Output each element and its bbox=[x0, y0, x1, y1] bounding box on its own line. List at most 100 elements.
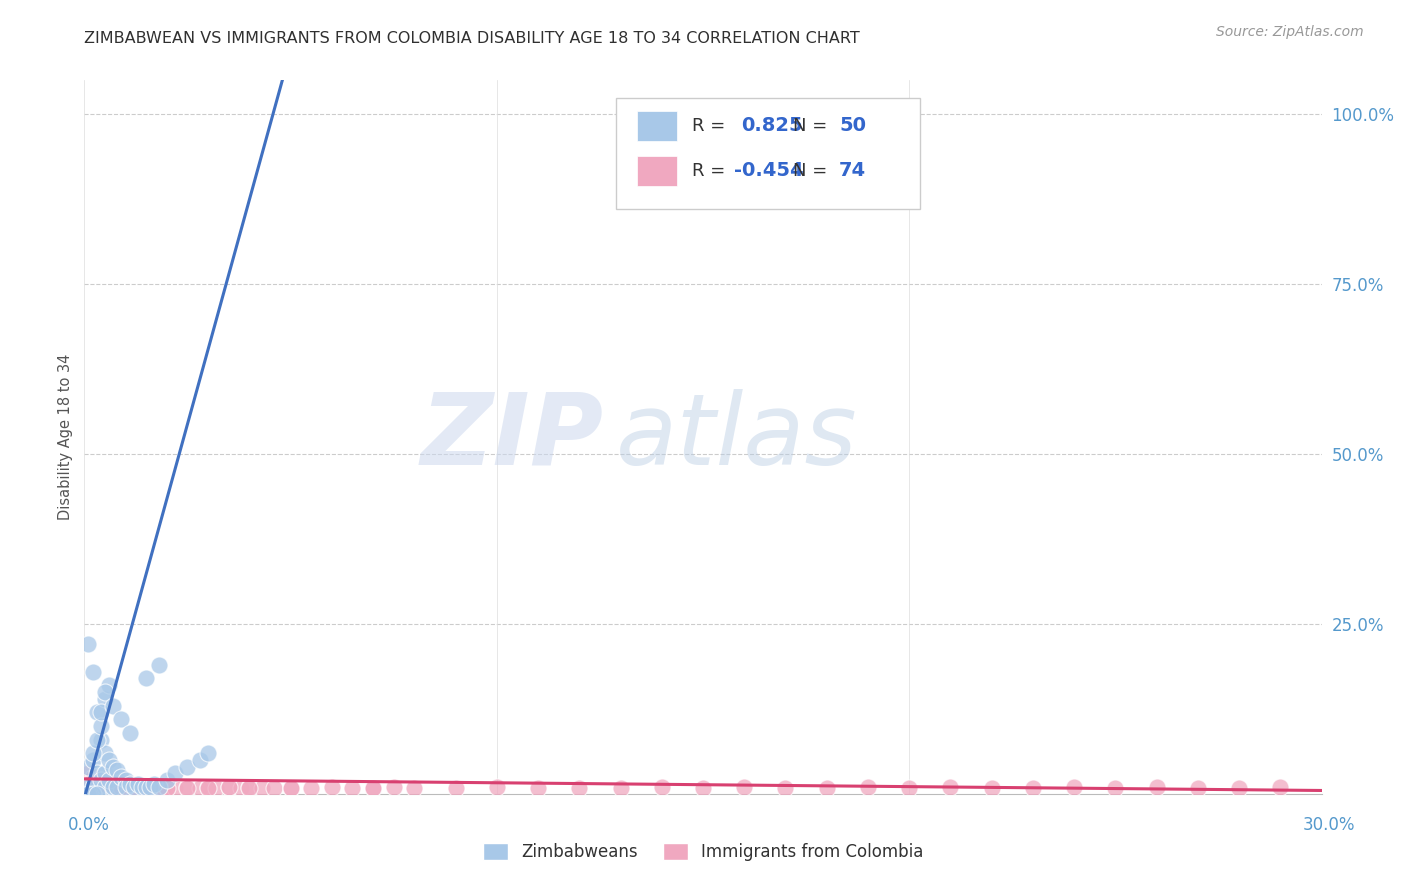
Point bbox=[1270, 780, 1292, 794]
Point bbox=[86, 773, 108, 788]
Point bbox=[114, 780, 136, 794]
Point bbox=[176, 760, 198, 774]
Point bbox=[733, 780, 755, 794]
Point bbox=[77, 760, 100, 774]
Point bbox=[94, 780, 117, 794]
Point bbox=[110, 712, 132, 726]
Point bbox=[82, 780, 104, 794]
Point bbox=[980, 781, 1002, 796]
Point bbox=[143, 780, 166, 794]
Point bbox=[342, 781, 364, 796]
Point bbox=[218, 780, 240, 794]
Point bbox=[1104, 781, 1126, 796]
Point bbox=[114, 781, 136, 796]
Point bbox=[135, 780, 157, 794]
Point bbox=[103, 760, 125, 774]
Point bbox=[165, 766, 187, 780]
Point bbox=[197, 780, 219, 794]
Point bbox=[188, 753, 211, 767]
Point bbox=[114, 773, 136, 788]
Point bbox=[90, 773, 112, 788]
Point bbox=[122, 780, 145, 794]
Point bbox=[527, 781, 550, 796]
Point bbox=[205, 781, 228, 796]
FancyBboxPatch shape bbox=[637, 111, 678, 141]
Point bbox=[651, 780, 673, 794]
Point bbox=[382, 780, 405, 794]
Point bbox=[197, 781, 219, 796]
Point bbox=[815, 781, 838, 796]
Text: 0.0%: 0.0% bbox=[67, 816, 110, 834]
Point bbox=[404, 781, 426, 796]
Point bbox=[152, 781, 174, 796]
Point bbox=[609, 781, 631, 796]
Point bbox=[86, 706, 108, 720]
Point bbox=[77, 766, 100, 780]
Text: ZIP: ZIP bbox=[420, 389, 605, 485]
Legend: Zimbabweans, Immigrants from Colombia: Zimbabweans, Immigrants from Colombia bbox=[477, 836, 929, 868]
Point bbox=[898, 781, 921, 796]
Point bbox=[321, 780, 343, 794]
Point bbox=[82, 770, 104, 784]
Point bbox=[263, 781, 285, 796]
Point bbox=[148, 657, 170, 672]
Point bbox=[165, 781, 187, 796]
Point bbox=[1063, 780, 1085, 794]
Text: 74: 74 bbox=[839, 161, 866, 180]
Point bbox=[110, 770, 132, 784]
Point bbox=[218, 780, 240, 794]
Point bbox=[280, 781, 302, 796]
Point bbox=[77, 787, 100, 801]
Point bbox=[77, 777, 100, 791]
Text: -0.454: -0.454 bbox=[734, 161, 804, 180]
Point bbox=[94, 746, 117, 760]
Point bbox=[139, 780, 162, 794]
Point bbox=[110, 780, 132, 794]
Point bbox=[98, 773, 121, 788]
Point bbox=[82, 753, 104, 767]
Point bbox=[127, 781, 149, 796]
Point bbox=[90, 777, 112, 791]
Text: 0.825: 0.825 bbox=[741, 117, 803, 136]
Point bbox=[299, 781, 322, 796]
Point bbox=[148, 781, 170, 796]
Point bbox=[444, 781, 467, 796]
Text: ZIMBABWEAN VS IMMIGRANTS FROM COLOMBIA DISABILITY AGE 18 TO 34 CORRELATION CHART: ZIMBABWEAN VS IMMIGRANTS FROM COLOMBIA D… bbox=[84, 31, 860, 46]
Point bbox=[118, 777, 141, 791]
Point bbox=[135, 780, 157, 794]
Point bbox=[229, 781, 252, 796]
Point bbox=[105, 763, 128, 777]
Point bbox=[103, 780, 125, 794]
Point bbox=[856, 780, 879, 794]
Point bbox=[94, 685, 117, 699]
Point bbox=[103, 779, 125, 793]
Point bbox=[1187, 781, 1209, 796]
Point bbox=[131, 781, 153, 796]
Point bbox=[692, 781, 714, 796]
Point bbox=[103, 698, 125, 713]
Point bbox=[98, 753, 121, 767]
Point bbox=[82, 787, 104, 801]
Text: atlas: atlas bbox=[616, 389, 858, 485]
Point bbox=[568, 781, 591, 796]
Text: R =: R = bbox=[692, 162, 731, 180]
Text: R =: R = bbox=[692, 117, 731, 135]
Point bbox=[94, 774, 117, 789]
Point bbox=[94, 691, 117, 706]
Point bbox=[94, 766, 117, 780]
Point bbox=[105, 780, 128, 794]
Text: 50: 50 bbox=[839, 117, 866, 136]
Point bbox=[131, 780, 153, 794]
Point bbox=[139, 781, 162, 796]
Point bbox=[250, 781, 273, 796]
Point bbox=[86, 774, 108, 789]
Point bbox=[127, 777, 149, 791]
Point bbox=[118, 781, 141, 796]
Point bbox=[939, 780, 962, 794]
Point bbox=[280, 781, 302, 796]
Point bbox=[103, 780, 125, 794]
Point bbox=[156, 780, 179, 794]
Point bbox=[143, 777, 166, 791]
Point bbox=[90, 732, 112, 747]
Point bbox=[77, 637, 100, 651]
